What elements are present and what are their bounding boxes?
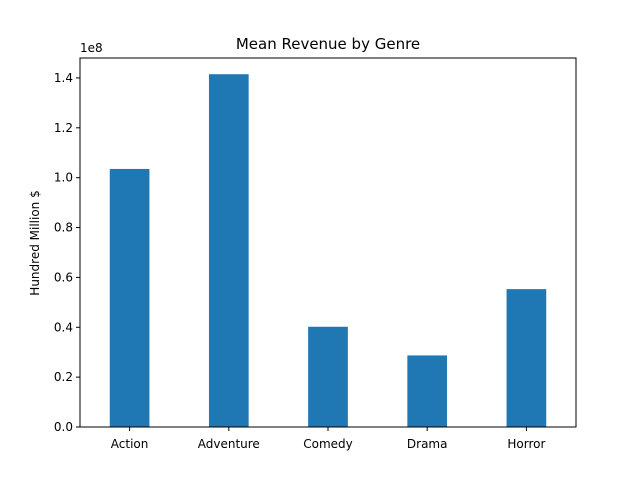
bar-action	[109, 168, 150, 427]
y-axis-label: Hundred Million $	[28, 190, 42, 295]
y-axis: 0.0 0.2 0.4 0.6 0.8 1.0 1.2 1.4	[54, 71, 80, 434]
x-axis: Action Adventure Comedy Drama Horror	[111, 427, 545, 451]
bar-adventure	[208, 74, 249, 428]
bar-comedy	[308, 326, 348, 427]
chart-title: Mean Revenue by Genre	[236, 35, 420, 53]
y-tick-label: 0.4	[54, 320, 73, 334]
x-tick-label: Adventure	[198, 437, 260, 451]
y-tick-label: 0.6	[54, 270, 73, 284]
y-tick-label: 1.0	[54, 171, 73, 185]
y-tick-label: 0.8	[54, 221, 73, 235]
bar-horror	[506, 289, 547, 427]
y-tick-label: 0.0	[54, 420, 73, 434]
plot-frame	[79, 57, 577, 428]
x-tick-label: Horror	[507, 437, 545, 451]
x-tick-label: Comedy	[303, 437, 353, 451]
x-tick-label: Drama	[407, 437, 448, 451]
x-tick-label: Action	[111, 437, 149, 451]
bars-layer	[109, 74, 547, 428]
y-tick-label: 1.4	[54, 71, 73, 85]
y-tick-label: 1.2	[54, 121, 73, 135]
y-tick-label: 0.2	[54, 370, 73, 384]
bar-drama	[407, 355, 448, 427]
y-axis-offset-label: 1e8	[80, 41, 103, 55]
